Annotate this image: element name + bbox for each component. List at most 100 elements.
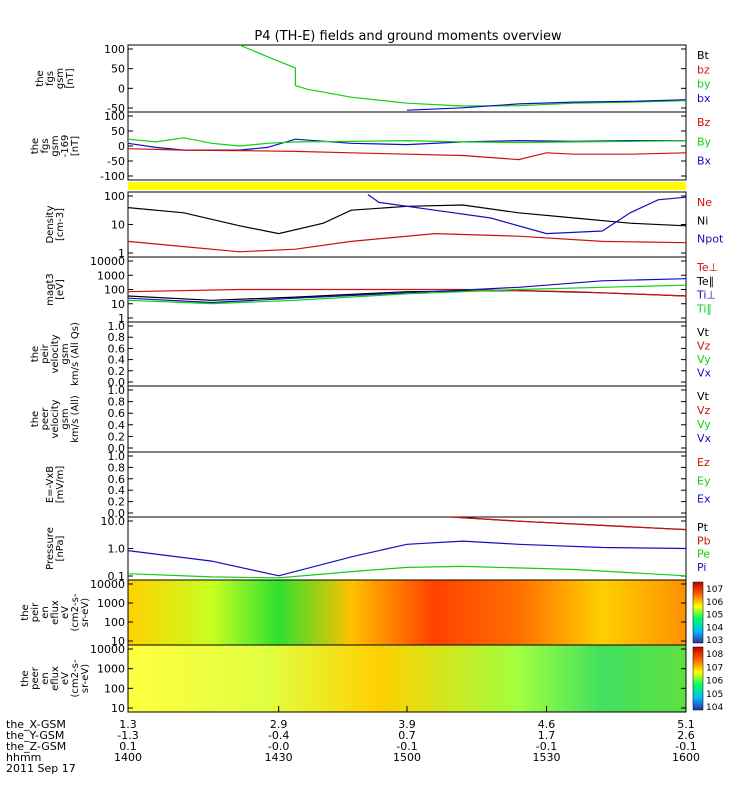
- temp-series-Te⊥: [127, 288, 687, 297]
- fgs-ytick-label: -50: [107, 102, 125, 115]
- peer_spec-ylabel: the: [20, 670, 31, 686]
- xaxis-row-label: the_Y-GSM: [6, 729, 64, 742]
- fgs-legend-bx: bx: [697, 92, 711, 105]
- peir_spec-ylabel: the: [20, 604, 31, 620]
- peir_spec-spectrogram: [128, 580, 686, 645]
- fgs-legend-by: by: [697, 78, 711, 91]
- efield-ytick-label: 0.4: [108, 484, 126, 497]
- xaxis-date: 2011 Sep 17: [6, 762, 76, 775]
- density-panel-frame: [127, 191, 687, 258]
- xaxis-value: 1.7: [538, 729, 556, 742]
- pressure-legend-Pi: Pi: [697, 561, 706, 574]
- temp-series-Ti∥: [127, 284, 687, 305]
- peer_vel-ylabel: km/s (All): [70, 395, 81, 443]
- efield-ylabel: E=-VxB: [45, 466, 56, 503]
- xaxis-value: 3.9: [398, 718, 416, 731]
- density-series-Ne: [127, 232, 687, 253]
- peir_vel-ylabel: gsm: [60, 343, 71, 364]
- xaxis-value: -0.4: [268, 729, 289, 742]
- pressure-ytick-label: 10.0: [101, 515, 126, 528]
- fgs_mag-ytick-label: 0: [118, 140, 125, 153]
- pressure-ylabel: [nPa]: [55, 535, 66, 561]
- peer_vel-ytick-label: 0.2: [108, 430, 126, 443]
- density-ylabel: [cm-3]: [55, 208, 66, 241]
- temp-legend-Ti∥: Ti∥: [696, 302, 712, 315]
- density-legend-Npot: Npot: [697, 233, 724, 246]
- xaxis-value: 1600: [672, 751, 700, 764]
- pressure-ylabel: Pressure: [45, 527, 56, 570]
- peir_vel-ytick-label: 0.0: [108, 376, 126, 389]
- peer_spec-ytick-label: 10000: [90, 643, 125, 656]
- xaxis-value: 1500: [393, 751, 421, 764]
- peir_spec-colorbar-label: 105: [706, 611, 723, 621]
- peir_spec-ytick-label: 10: [111, 635, 125, 648]
- peer_spec-ytick-label: 100: [104, 682, 125, 695]
- peir_vel-ytick-label: 1.0: [108, 320, 126, 333]
- fgs_mag-series-By: [127, 137, 687, 147]
- peer_vel-ylabel: velocity: [50, 399, 61, 438]
- xaxis-value: 1430: [265, 751, 293, 764]
- xaxis-value: -0.1: [396, 740, 417, 753]
- efield-ylabel: [mV/m]: [55, 466, 66, 504]
- temp-legend-Te∥: Te∥: [696, 275, 714, 288]
- fgs_mag-ylabel: the: [30, 138, 41, 154]
- fgs_mag-panel-frame: [127, 111, 687, 181]
- peir_spec-ytick-label: 100: [104, 616, 125, 629]
- peer_vel-ylabel: peer: [40, 407, 51, 431]
- quality-flag-bar: [128, 182, 686, 190]
- xaxis-value: 0.1: [119, 740, 137, 753]
- efield-ytick-label: 0.0: [108, 507, 126, 520]
- pressure-ytick-label: 1.0: [108, 543, 126, 556]
- temp-ytick-label: 1000: [97, 269, 125, 282]
- temp-series-Ti⊥: [127, 278, 687, 304]
- peir_spec-ylabel: (cm2-s-: [70, 593, 81, 631]
- xaxis-value: -0.1: [536, 740, 557, 753]
- fgs_mag-ytick-label: -50: [107, 155, 125, 168]
- fgs-series-by: [239, 44, 687, 107]
- peer_spec-ylabel: en: [40, 672, 51, 685]
- peir_spec-colorbar: [692, 581, 704, 644]
- xaxis-value: 1400: [114, 751, 142, 764]
- xaxis-value: 1.3: [119, 718, 137, 731]
- peir_vel-legend-Vt: Vt: [697, 326, 710, 339]
- peer_vel-ylabel: gsm: [60, 408, 71, 429]
- efield-legend-Ex: Ex: [697, 493, 711, 506]
- peir_vel-ytick-label: 0.6: [108, 342, 126, 355]
- peir_spec-ylabel: en: [40, 606, 51, 619]
- xaxis-row-label: the_X-GSM: [6, 718, 66, 731]
- peer_spec-ylabel: peer: [30, 666, 41, 690]
- peer_spec-ylabel: eV: [60, 672, 71, 685]
- peer_spec-colorbar-label: 104: [706, 703, 723, 713]
- peer_vel-panel-frame: [127, 385, 687, 453]
- peer_vel-ytick-label: 0.8: [108, 396, 126, 409]
- peer_vel-legend-Vz: Vz: [697, 404, 711, 417]
- fgs-legend-bz: bz: [697, 63, 710, 76]
- fgs_mag-ylabel: [nT]: [70, 136, 81, 156]
- xaxis-row-label: the_Z-GSM: [6, 740, 66, 753]
- peer_vel-legend-Vx: Vx: [697, 432, 712, 445]
- xaxis-value: -1.3: [117, 729, 138, 742]
- density-ytick-label: 10: [111, 219, 125, 232]
- fgs-ytick-label: 50: [111, 63, 125, 76]
- peir_vel-panel-frame: [127, 321, 687, 387]
- peer_vel-legend-Vy: Vy: [697, 418, 711, 431]
- efield-legend-Ez: Ez: [697, 456, 710, 469]
- temp-ytick-label: 100: [104, 284, 125, 297]
- peir_vel-ytick-label: 0.8: [108, 331, 126, 344]
- peer_vel-ytick-label: 0.4: [108, 419, 126, 432]
- fgs_mag-ytick-label: -100: [100, 170, 125, 183]
- peer_vel-ytick-label: 1.0: [108, 384, 126, 397]
- fgs_mag-legend-Bz: Bz: [697, 116, 711, 129]
- peer_vel-ytick-label: 0.6: [108, 407, 126, 420]
- density-ytick-label: 100: [104, 190, 125, 203]
- pressure-series-Pe: [127, 565, 687, 579]
- fgs-ylabel: gsm: [55, 68, 66, 89]
- temp-ylabel: [eV]: [55, 279, 66, 300]
- fgs-ylabel: [nT]: [65, 68, 76, 88]
- temp-series-Te∥: [127, 289, 687, 301]
- pressure-legend-Pt: Pt: [697, 521, 709, 534]
- temp-ytick-label: 10000: [90, 255, 125, 268]
- peer_spec-colorbar: [692, 646, 704, 711]
- xaxis-value: 1530: [533, 751, 561, 764]
